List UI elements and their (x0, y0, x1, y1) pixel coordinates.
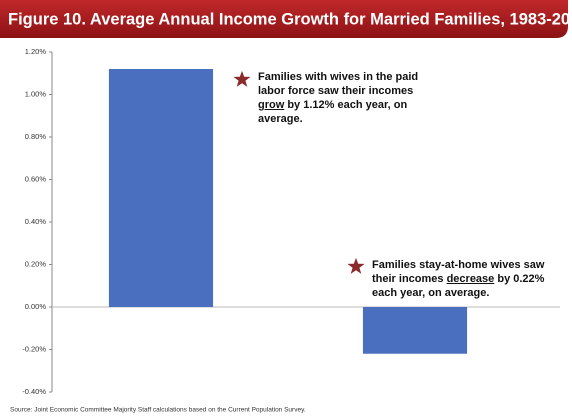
y-tick-label: 1.00% (25, 89, 47, 98)
bar (108, 69, 214, 307)
annotation-text: Families with wives in the paid labor fo… (258, 71, 419, 97)
y-tick-label: 1.20% (25, 47, 47, 56)
annotation-text: by 0.22% each year, on average. (372, 273, 545, 299)
y-tick-label: 0.80% (25, 132, 47, 141)
bar (362, 307, 468, 354)
annotation: Families with wives in the paid labor fo… (258, 70, 428, 126)
annotation-text: Families stay-at-home wives saw their in… (372, 259, 545, 285)
source-note: Source: Joint Economic Committee Majorit… (10, 407, 306, 414)
annotation-text: grow (258, 99, 285, 111)
y-tick-label: -0.20% (22, 344, 46, 353)
star-icon (347, 257, 365, 280)
star-icon (233, 70, 251, 93)
y-tick-label: 0.00% (25, 302, 47, 311)
y-tick-label: -0.40% (22, 387, 46, 396)
annotation: Families stay-at-home wives saw their in… (372, 258, 552, 300)
y-tick-label: 0.20% (25, 259, 47, 268)
annotation-text: decrease (446, 273, 495, 285)
y-tick-label: 0.60% (25, 174, 47, 183)
y-tick-label: 0.40% (25, 217, 47, 226)
annotation-text: by 1.12% each year, on average. (258, 99, 408, 125)
chart-title: Figure 10. Average Annual Income Growth … (8, 10, 572, 28)
title-banner (0, 0, 568, 38)
